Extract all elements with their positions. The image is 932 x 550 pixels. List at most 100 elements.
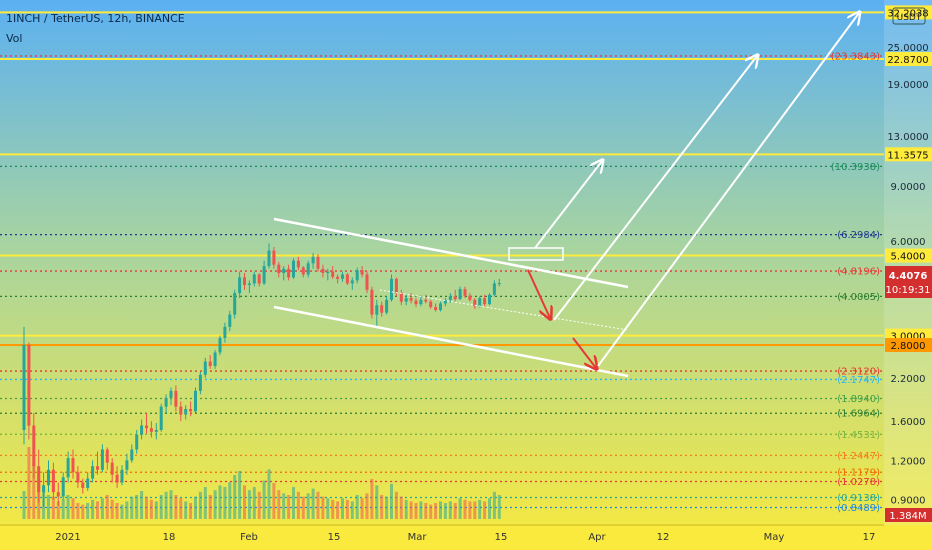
candle-body[interactable]	[326, 271, 330, 274]
channel-upper-line[interactable]	[273, 217, 629, 289]
candle-body[interactable]	[86, 478, 90, 488]
candle-body[interactable]	[51, 469, 55, 493]
candle-body[interactable]	[32, 425, 36, 467]
candle-body[interactable]	[252, 274, 256, 284]
candle-body[interactable]	[390, 278, 393, 300]
candle-body[interactable]	[159, 406, 163, 430]
candle-body[interactable]	[37, 466, 41, 493]
candle-body[interactable]	[96, 466, 99, 470]
candle-body[interactable]	[42, 485, 46, 493]
candle-body[interactable]	[394, 278, 398, 294]
candle-body[interactable]	[365, 274, 369, 290]
candle-body[interactable]	[429, 301, 433, 308]
candle-body[interactable]	[311, 256, 315, 264]
candle-body[interactable]	[115, 474, 119, 483]
candle-body[interactable]	[483, 298, 487, 305]
candle-body[interactable]	[306, 263, 310, 275]
candle-body[interactable]	[331, 271, 335, 277]
candle-body[interactable]	[238, 277, 242, 294]
candle-body[interactable]	[409, 298, 413, 301]
candle-body[interactable]	[189, 409, 193, 412]
candle-body[interactable]	[424, 299, 428, 302]
candle-body[interactable]	[414, 300, 418, 305]
candle-body[interactable]	[184, 409, 188, 415]
drop-arrow-2[interactable]	[572, 337, 596, 368]
candle-body[interactable]	[443, 299, 447, 304]
candle-body[interactable]	[135, 434, 139, 450]
candle-body[interactable]	[267, 250, 271, 267]
candle-body[interactable]	[169, 390, 173, 398]
candle-body[interactable]	[125, 460, 129, 470]
candle-body[interactable]	[272, 250, 276, 265]
candle-body[interactable]	[419, 299, 423, 305]
candle-body[interactable]	[453, 296, 457, 300]
candle-body[interactable]	[145, 425, 148, 429]
candle-body[interactable]	[262, 266, 266, 284]
candle-body[interactable]	[198, 374, 202, 391]
candle-body[interactable]	[120, 469, 124, 483]
candle-body[interactable]	[100, 449, 104, 470]
candle-body[interactable]	[76, 472, 80, 483]
candle-body[interactable]	[257, 274, 261, 284]
candle-body[interactable]	[130, 449, 134, 461]
candle-body[interactable]	[164, 397, 168, 407]
candle-body[interactable]	[385, 299, 389, 313]
candle-body[interactable]	[497, 283, 501, 285]
candle-body[interactable]	[140, 425, 144, 435]
candle-body[interactable]	[404, 298, 408, 302]
candle-body[interactable]	[463, 289, 467, 296]
candle-body[interactable]	[375, 305, 379, 315]
candle-body[interactable]	[434, 307, 438, 311]
candle-body[interactable]	[301, 267, 305, 275]
candle-body[interactable]	[247, 283, 251, 286]
candle-body[interactable]	[56, 492, 60, 497]
channel-lower-line[interactable]	[273, 305, 629, 378]
candle-body[interactable]	[66, 458, 70, 478]
candle-body[interactable]	[47, 469, 50, 486]
currency-badge[interactable]: USDT	[892, 7, 926, 25]
candle-body[interactable]	[341, 274, 344, 279]
candle-body[interactable]	[223, 326, 227, 338]
candle-body[interactable]	[458, 289, 462, 300]
candle-body[interactable]	[91, 466, 95, 479]
candle-body[interactable]	[105, 449, 109, 463]
candle-body[interactable]	[149, 428, 153, 432]
projection-arrow-2[interactable]	[597, 13, 859, 367]
candle-body[interactable]	[296, 260, 300, 268]
candle-body[interactable]	[71, 458, 75, 473]
candle-body[interactable]	[243, 277, 246, 286]
candle-body[interactable]	[174, 390, 178, 407]
candle-body[interactable]	[399, 293, 403, 302]
candle-body[interactable]	[228, 314, 232, 327]
candle-body[interactable]	[287, 268, 291, 278]
candle-body[interactable]	[61, 477, 65, 497]
candle-body[interactable]	[27, 345, 31, 426]
candle-body[interactable]	[208, 361, 212, 366]
candle-body[interactable]	[203, 361, 207, 375]
candle-body[interactable]	[355, 270, 359, 281]
candle-body[interactable]	[468, 295, 472, 300]
candle-body[interactable]	[233, 293, 237, 315]
candle-body[interactable]	[292, 260, 295, 278]
drop-arrow-1[interactable]	[527, 269, 550, 318]
candle-body[interactable]	[488, 294, 491, 305]
candle-body[interactable]	[179, 406, 183, 415]
candle-body[interactable]	[282, 268, 286, 274]
candle-body[interactable]	[345, 274, 349, 284]
candle-body[interactable]	[439, 303, 442, 311]
candle-body[interactable]	[448, 296, 452, 300]
candle-body[interactable]	[380, 305, 384, 313]
candle-body[interactable]	[478, 298, 482, 307]
candle-body[interactable]	[81, 482, 85, 488]
breakout-arrow[interactable]	[534, 161, 602, 249]
candle-body[interactable]	[473, 299, 477, 307]
candle-body[interactable]	[321, 268, 325, 274]
candle-body[interactable]	[370, 289, 374, 315]
projection-arrow-1[interactable]	[553, 56, 757, 321]
candle-body[interactable]	[316, 256, 320, 269]
candle-body[interactable]	[360, 270, 364, 275]
candle-body[interactable]	[110, 462, 114, 475]
candle-body[interactable]	[277, 264, 281, 274]
time-axis[interactable]	[0, 525, 932, 550]
